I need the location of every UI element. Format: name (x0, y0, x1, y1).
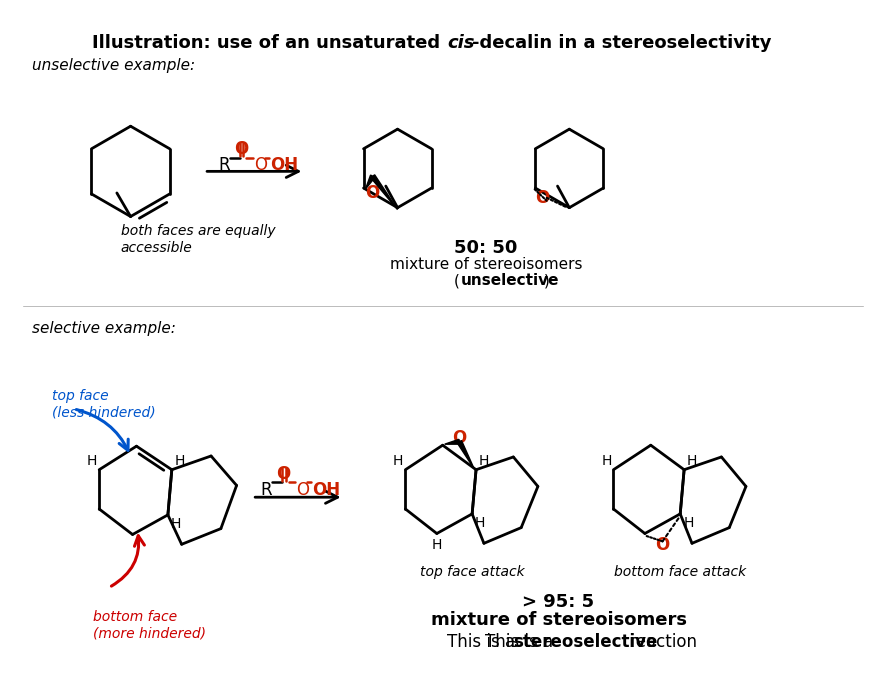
Text: reaction: reaction (623, 632, 697, 651)
Text: H: H (87, 454, 97, 468)
Text: unselective: unselective (460, 274, 559, 288)
Text: O: O (535, 189, 549, 207)
Text: Illustration: use of an unsaturated: Illustration: use of an unsaturated (92, 34, 446, 52)
Text: O: O (365, 184, 380, 202)
Text: O: O (656, 536, 670, 554)
Text: H: H (683, 516, 693, 530)
Text: ): ) (544, 274, 549, 288)
Text: (: ( (453, 274, 460, 288)
Polygon shape (365, 175, 375, 189)
Text: H: H (479, 454, 489, 468)
Text: bottom face attack: bottom face attack (614, 565, 746, 579)
Text: R: R (218, 156, 229, 174)
Text: H: H (174, 454, 185, 468)
Text: O: O (276, 465, 291, 483)
Text: R: R (260, 480, 272, 498)
Text: -decalin in a stereoselectivity: -decalin in a stereoselectivity (472, 34, 772, 52)
Text: O: O (235, 140, 249, 158)
Text: cis: cis (447, 34, 475, 52)
Text: 50: 50: 50: 50 (454, 239, 518, 257)
Text: H: H (171, 517, 181, 530)
Text: This is a: This is a (485, 632, 558, 651)
Text: mixture of stereoisomers: mixture of stereoisomers (431, 611, 686, 629)
Polygon shape (445, 439, 460, 444)
Text: H: H (432, 538, 442, 552)
Text: H: H (475, 516, 486, 530)
Text: O: O (453, 429, 467, 447)
Text: O: O (296, 480, 310, 498)
Text: both faces are equally
accessible: both faces are equally accessible (121, 224, 276, 255)
Text: > 95: 5: > 95: 5 (522, 593, 595, 611)
Text: mixture of stereoisomers: mixture of stereoisomers (390, 257, 582, 272)
Polygon shape (457, 440, 474, 469)
Text: top face
(less hindered): top face (less hindered) (52, 389, 156, 419)
Text: H: H (393, 454, 404, 468)
Text: O: O (255, 156, 267, 174)
Text: selective example:: selective example: (32, 320, 176, 336)
Text: bottom face
(more hindered): bottom face (more hindered) (93, 610, 207, 640)
Text: H: H (687, 454, 698, 468)
Text: OH: OH (270, 156, 298, 174)
Text: This is a stereoselective reaction: This is a stereoselective reaction (0, 697, 1, 698)
Polygon shape (371, 174, 398, 209)
Text: stereoselective: stereoselective (514, 632, 657, 651)
Text: This is a: This is a (446, 632, 520, 651)
Text: OH: OH (312, 480, 340, 498)
Text: top face attack: top face attack (419, 565, 524, 579)
Text: H: H (601, 454, 611, 468)
Text: unselective example:: unselective example: (32, 57, 195, 73)
